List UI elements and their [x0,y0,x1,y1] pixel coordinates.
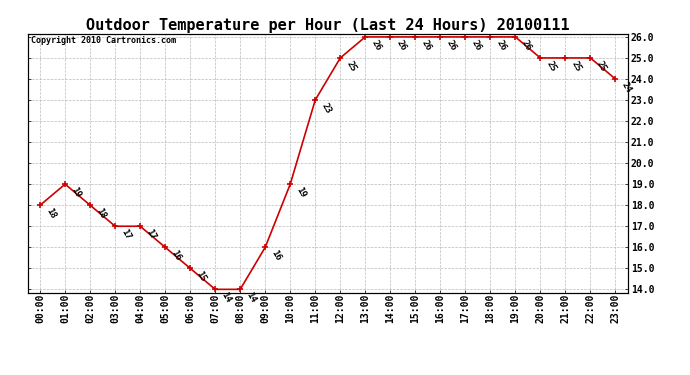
Text: 18: 18 [44,207,57,220]
Text: 14: 14 [219,291,233,304]
Text: 16: 16 [269,249,282,262]
Text: Copyright 2010 Cartronics.com: Copyright 2010 Cartronics.com [30,36,175,45]
Text: 19: 19 [295,186,308,200]
Text: 26: 26 [469,38,482,52]
Title: Outdoor Temperature per Hour (Last 24 Hours) 20100111: Outdoor Temperature per Hour (Last 24 Ho… [86,18,569,33]
Text: 18: 18 [95,207,108,220]
Text: 24: 24 [620,80,633,94]
Text: 26: 26 [520,38,533,52]
Text: 25: 25 [544,59,558,73]
Text: 14: 14 [244,291,257,304]
Text: 26: 26 [420,38,433,52]
Text: 26: 26 [444,38,457,52]
Text: 19: 19 [69,186,82,200]
Text: 15: 15 [195,270,208,284]
Text: 25: 25 [595,59,608,73]
Text: 25: 25 [569,59,582,73]
Text: 16: 16 [169,249,182,262]
Text: 26: 26 [395,38,408,52]
Text: 25: 25 [344,59,357,73]
Text: 26: 26 [495,38,508,52]
Text: 26: 26 [369,38,382,52]
Text: 23: 23 [319,101,333,115]
Text: 17: 17 [119,228,132,242]
Text: 17: 17 [144,228,157,242]
